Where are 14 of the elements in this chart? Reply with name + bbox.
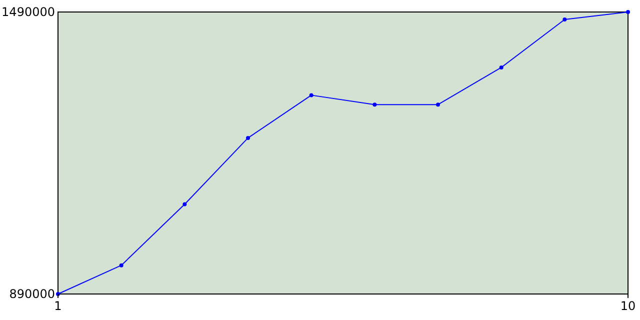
y-tick-label: 890000: [9, 287, 55, 302]
point: [372, 102, 377, 107]
line-series: [56, 10, 630, 296]
point: [626, 10, 630, 14]
point: [119, 263, 124, 268]
y-tick-label: 1490000: [2, 5, 55, 20]
point: [246, 136, 250, 140]
x-tick-label: 1: [54, 299, 62, 313]
point: [436, 102, 440, 107]
x-tick-label: 10: [620, 299, 636, 313]
point: [562, 18, 567, 22]
point: [499, 65, 504, 70]
point: [309, 93, 314, 98]
point: [182, 202, 187, 206]
